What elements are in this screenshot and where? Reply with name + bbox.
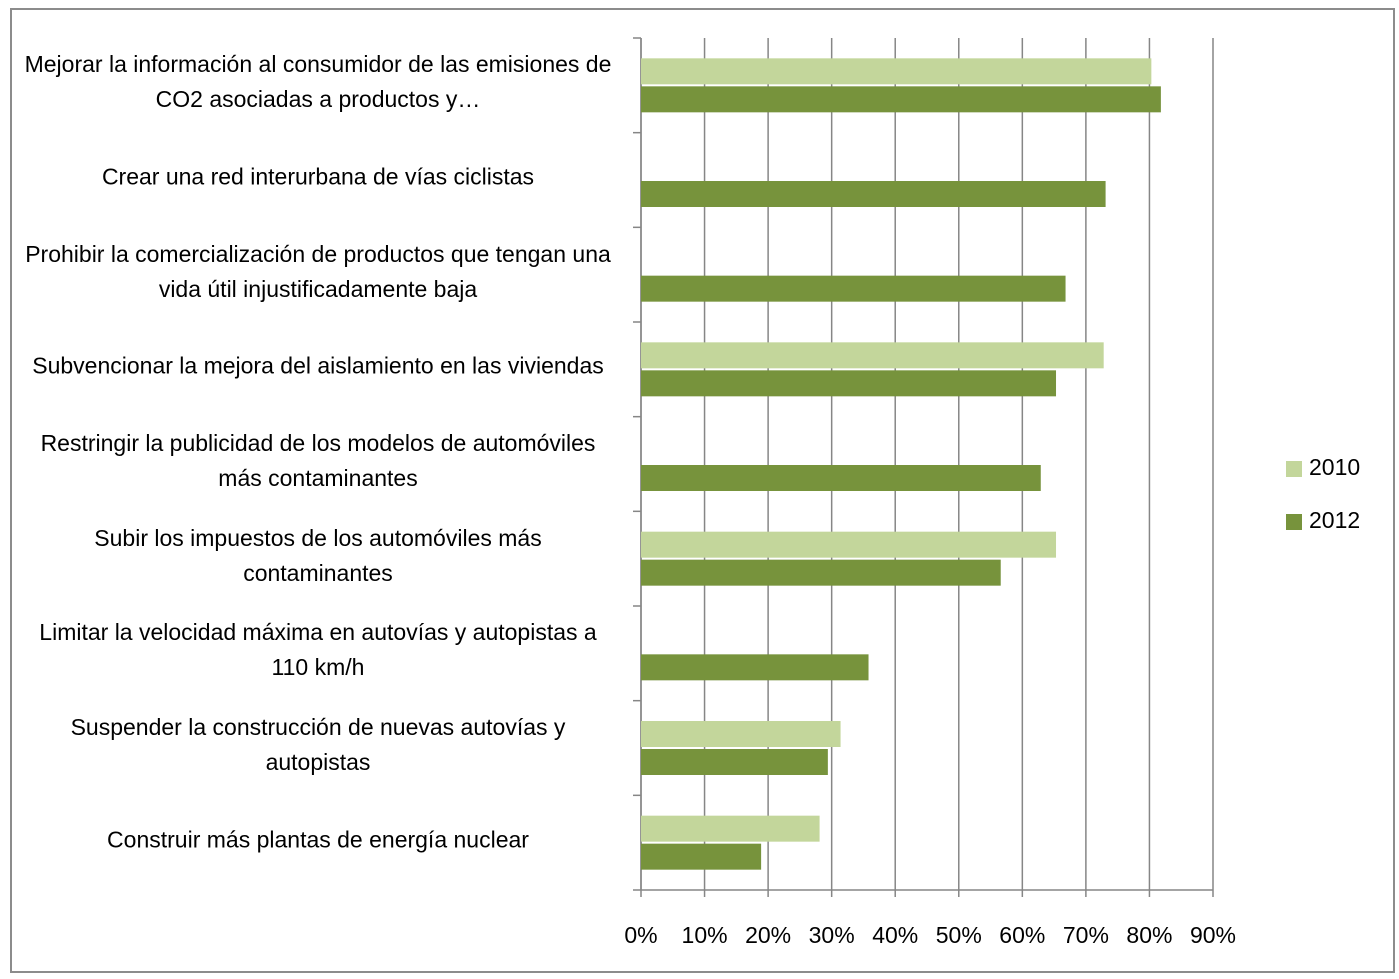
x-tick-label: 20% bbox=[745, 922, 791, 948]
legend-label: 2010 bbox=[1309, 454, 1360, 480]
x-tick-label: 70% bbox=[1063, 922, 1109, 948]
category-label: Subvencionar la mejora del aislamiento e… bbox=[32, 352, 604, 379]
bar bbox=[641, 815, 820, 842]
x-tick-label: 90% bbox=[1190, 922, 1236, 948]
bar bbox=[641, 843, 762, 870]
bar bbox=[641, 531, 1057, 558]
category-label: Suspender la construcción de nuevas auto… bbox=[70, 714, 566, 775]
bar bbox=[641, 86, 1161, 113]
legend-swatch bbox=[1286, 514, 1302, 530]
bar bbox=[641, 275, 1066, 302]
bar bbox=[641, 181, 1106, 207]
category-label: Subir los impuestos de los automóviles m… bbox=[94, 524, 542, 586]
bar bbox=[641, 370, 1057, 397]
legend-label: 2012 bbox=[1309, 507, 1360, 533]
x-tick-label: 10% bbox=[682, 922, 728, 948]
bar bbox=[641, 721, 841, 747]
category-label: Restringir la publicidad de los modelos … bbox=[40, 430, 596, 491]
category-label: Prohibir la comercialización de producto… bbox=[25, 240, 611, 302]
bar bbox=[641, 559, 1001, 586]
category-label: Mejorar la información al consumidor de … bbox=[24, 51, 612, 113]
bar bbox=[641, 749, 828, 775]
bar bbox=[641, 465, 1041, 491]
chart-frame bbox=[10, 8, 1395, 973]
x-tick-label: 80% bbox=[1126, 922, 1172, 948]
x-tick-label: 50% bbox=[936, 922, 982, 948]
legend-swatch bbox=[1286, 461, 1302, 477]
x-tick-label: 40% bbox=[872, 922, 918, 948]
category-label: Construir más plantas de energía nuclear bbox=[107, 826, 529, 853]
bar bbox=[641, 342, 1104, 369]
category-label: Limitar la velocidad máxima en autovías … bbox=[39, 619, 597, 681]
bar bbox=[641, 654, 869, 681]
x-tick-label: 0% bbox=[624, 922, 657, 948]
x-tick-label: 30% bbox=[809, 922, 855, 948]
bar bbox=[641, 58, 1152, 85]
category-label: Crear una red interurbana de vías ciclis… bbox=[101, 163, 535, 190]
x-tick-label: 60% bbox=[999, 922, 1045, 948]
